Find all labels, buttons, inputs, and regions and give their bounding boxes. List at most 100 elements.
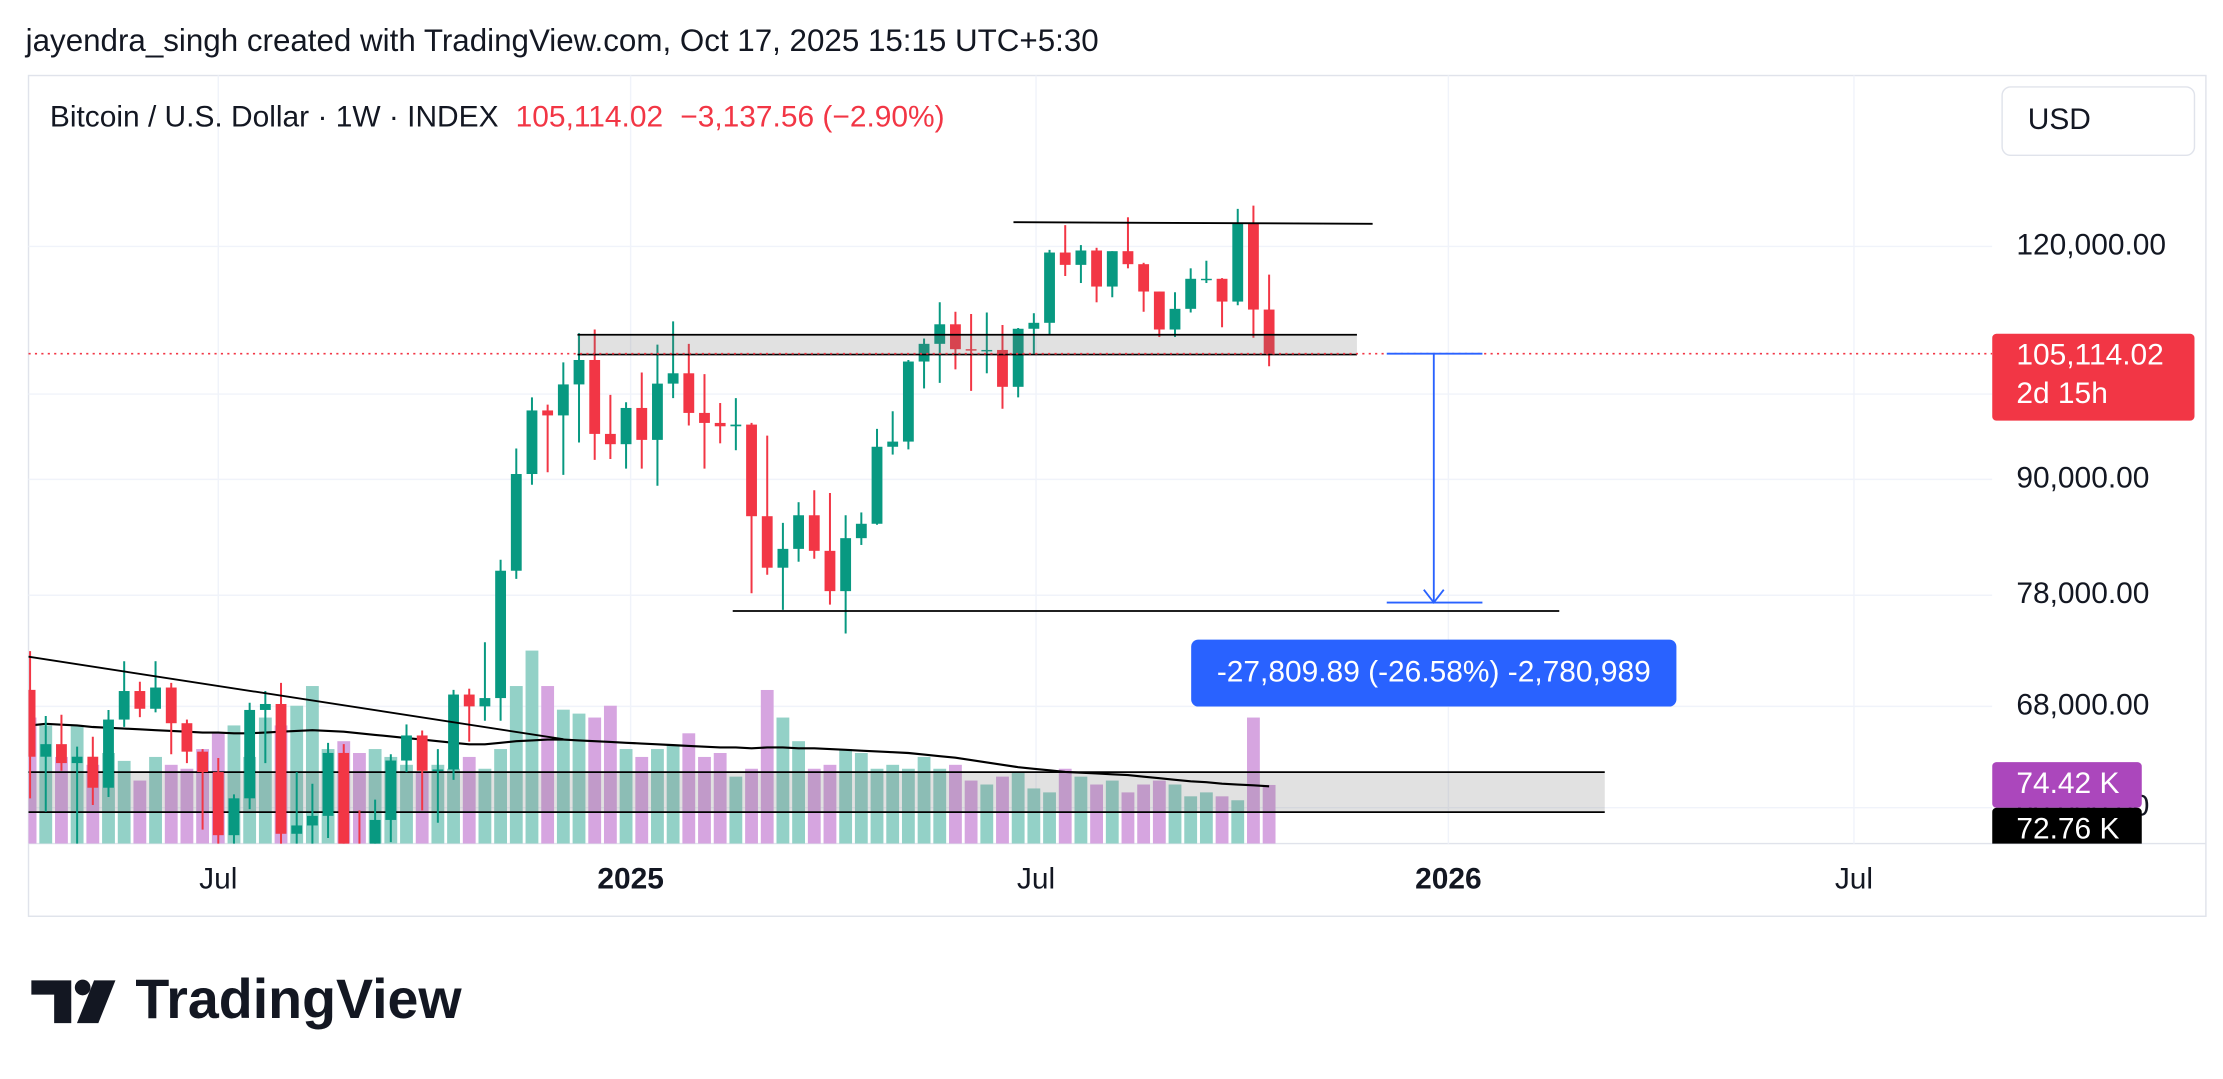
volume-bar — [1184, 796, 1198, 844]
volume-bar — [1090, 784, 1104, 844]
volume-bar — [713, 752, 727, 844]
candle-body — [165, 687, 177, 724]
candle-body — [275, 703, 287, 834]
candle-body — [150, 687, 161, 709]
x-tick-label: Jul — [199, 863, 237, 896]
candle-body — [369, 819, 381, 844]
candle-body — [259, 703, 271, 710]
candle-body — [1028, 322, 1040, 329]
candle-body — [746, 424, 757, 517]
candle-body — [244, 709, 256, 799]
volume-bar — [149, 756, 162, 844]
measure-tool: -27,809.89 (-26.58%) -2,780,989 — [1191, 352, 1677, 707]
x-tick-label: 2026 — [1415, 863, 1482, 896]
measure-arrow — [1423, 589, 1445, 605]
candle-body — [228, 798, 240, 836]
candle-body — [197, 751, 209, 773]
logo-v — [76, 980, 116, 1024]
price-badge — [1992, 333, 2195, 421]
volume-bar — [572, 713, 586, 844]
volume-bar — [1027, 788, 1041, 844]
measure-label-box — [1191, 639, 1677, 707]
candle-body — [573, 359, 585, 385]
candle-body — [526, 410, 538, 475]
candle-body — [1044, 252, 1055, 323]
candle-body — [604, 433, 616, 445]
y-tick-label: 90,000.00 — [2016, 461, 2149, 494]
volume-bar — [886, 764, 900, 844]
candle-body — [620, 407, 632, 445]
volume-bar — [525, 650, 539, 844]
candle-body — [212, 772, 224, 836]
volume-bar — [556, 709, 570, 844]
volume-bar — [541, 686, 555, 844]
volume-bar — [635, 756, 649, 844]
volume-bar — [1058, 768, 1072, 844]
candle-body — [699, 412, 710, 423]
candle-body — [1106, 251, 1118, 287]
volume-bar — [917, 756, 931, 844]
logo-t — [31, 980, 72, 1024]
volume-bar — [1074, 776, 1088, 844]
candle-body — [1122, 251, 1134, 265]
candle-body — [761, 516, 773, 568]
volume-bar — [901, 768, 915, 844]
volume-bar — [698, 756, 711, 844]
volume-bar — [807, 768, 821, 844]
volume-bar — [1121, 792, 1135, 844]
candle-body — [118, 691, 130, 720]
candle-body — [997, 349, 1008, 387]
volume-bar — [1199, 792, 1213, 844]
price-badge-label: 74.42 K — [2016, 767, 2119, 800]
candle-body — [71, 756, 83, 764]
candle-body — [1263, 309, 1275, 354]
y-tick-label: 68,000.00 — [2016, 688, 2149, 721]
legend-change: −3,137.56 (−2.90%) — [680, 100, 944, 133]
volume-bar — [1215, 796, 1229, 844]
candle-body — [1059, 252, 1071, 265]
volume-bar — [305, 686, 319, 844]
price-badge-label: 105,114.02 — [2016, 338, 2163, 371]
price-badge-label: 72.76 K — [2016, 812, 2119, 845]
volume-bar — [1231, 800, 1245, 844]
candle-body — [981, 349, 993, 352]
candle-body — [1138, 264, 1150, 292]
volume-bar — [823, 764, 837, 844]
candle-body — [1248, 223, 1259, 310]
volume-bar — [1262, 784, 1276, 844]
volume-bar — [180, 768, 194, 844]
candle-body — [918, 343, 930, 362]
candle-body — [181, 723, 193, 752]
candle-body — [871, 446, 883, 524]
candle-body — [542, 410, 554, 416]
volume-bar — [28, 717, 37, 844]
volume-bar — [55, 756, 68, 844]
price-badge — [1992, 762, 2142, 808]
currency-label[interactable]: USD — [2028, 103, 2091, 136]
candle-body — [1075, 250, 1087, 265]
volume-bar — [745, 768, 758, 844]
volume-bar — [400, 764, 413, 844]
candle-body — [1232, 223, 1244, 302]
candle-body — [840, 538, 852, 592]
candle-body — [495, 570, 507, 699]
volume-bar — [462, 756, 476, 844]
candle-body — [291, 825, 303, 834]
candle-body — [432, 769, 444, 771]
x-tick-label: Jul — [1835, 863, 1873, 896]
candle-body — [134, 691, 146, 709]
candle-body — [1012, 328, 1024, 387]
plot — [28, 205, 1993, 844]
candle-body — [683, 373, 695, 413]
volume-bar — [682, 733, 696, 844]
candle-body — [87, 756, 99, 788]
brand-name: TradingView — [135, 968, 462, 1030]
candle-body — [56, 744, 67, 764]
badges: 105,114.02 2d 15h 74.42 K 72.76 K — [1992, 333, 2195, 845]
currency-button[interactable] — [2001, 86, 2196, 157]
candle-body — [887, 441, 899, 447]
candle-body — [777, 548, 789, 568]
